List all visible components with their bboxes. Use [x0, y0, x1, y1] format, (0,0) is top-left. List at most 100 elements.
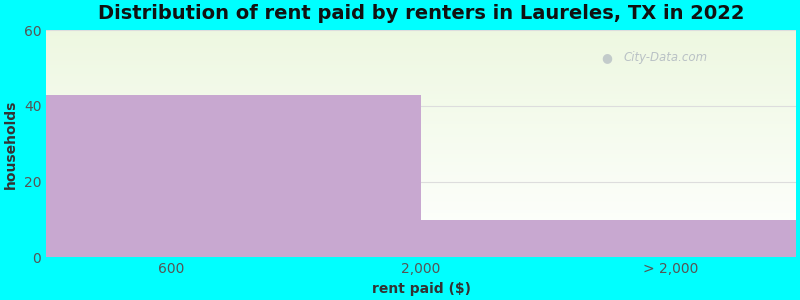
- Bar: [46, 90, 796, 91]
- Bar: [46, 183, 796, 184]
- Bar: [46, 67, 796, 68]
- Bar: [46, 130, 796, 131]
- Bar: [46, 225, 796, 226]
- Bar: [46, 217, 796, 218]
- Bar: [46, 161, 796, 162]
- Bar: [46, 143, 796, 144]
- Bar: [46, 51, 796, 52]
- Bar: [46, 229, 796, 230]
- Bar: [46, 206, 796, 207]
- Bar: [46, 49, 796, 50]
- Bar: [46, 173, 796, 174]
- Bar: [46, 150, 796, 151]
- Bar: [46, 105, 796, 106]
- Bar: [46, 147, 796, 148]
- Bar: [46, 166, 796, 167]
- Bar: [46, 187, 796, 188]
- Bar: [46, 246, 796, 247]
- Bar: [46, 169, 796, 170]
- Bar: [46, 194, 796, 195]
- Bar: [46, 254, 796, 255]
- Bar: [46, 81, 796, 82]
- Bar: [46, 64, 796, 65]
- Bar: [46, 188, 796, 189]
- Bar: [46, 179, 796, 180]
- Bar: [46, 101, 796, 102]
- Bar: [46, 163, 796, 164]
- Bar: [46, 114, 796, 115]
- Bar: [46, 222, 796, 223]
- Bar: [421, 220, 796, 257]
- Bar: [46, 91, 796, 92]
- Bar: [46, 48, 796, 49]
- Bar: [46, 53, 796, 54]
- Bar: [46, 94, 796, 95]
- Bar: [46, 248, 796, 249]
- Bar: [46, 228, 796, 229]
- Bar: [46, 167, 796, 168]
- Bar: [46, 207, 796, 208]
- Bar: [46, 68, 796, 69]
- Bar: [46, 180, 796, 181]
- Bar: [46, 234, 796, 235]
- Bar: [46, 214, 796, 215]
- Bar: [46, 191, 796, 192]
- Bar: [46, 236, 796, 237]
- Bar: [46, 202, 796, 203]
- Bar: [46, 135, 796, 136]
- Bar: [46, 215, 796, 216]
- Bar: [46, 208, 796, 209]
- Bar: [46, 132, 796, 133]
- Bar: [46, 118, 796, 119]
- Text: City-Data.com: City-Data.com: [623, 51, 707, 64]
- Bar: [46, 35, 796, 36]
- Bar: [46, 54, 796, 55]
- Bar: [46, 200, 796, 201]
- Bar: [46, 250, 796, 251]
- Bar: [46, 182, 796, 183]
- Bar: [46, 213, 796, 214]
- Bar: [46, 165, 796, 166]
- Bar: [46, 197, 796, 198]
- Bar: [46, 223, 796, 224]
- Bar: [46, 178, 796, 179]
- Bar: [46, 116, 796, 117]
- Bar: [46, 83, 796, 84]
- Bar: [46, 45, 796, 46]
- Bar: [46, 78, 796, 79]
- Bar: [46, 205, 796, 206]
- Bar: [46, 184, 796, 185]
- Bar: [46, 72, 796, 73]
- Bar: [46, 33, 796, 34]
- Bar: [46, 52, 796, 53]
- Bar: [46, 233, 796, 234]
- Bar: [46, 36, 796, 37]
- Bar: [46, 121, 796, 122]
- Bar: [46, 120, 796, 121]
- Bar: [46, 190, 796, 191]
- Bar: [46, 126, 796, 127]
- Bar: [46, 60, 796, 61]
- Bar: [46, 70, 796, 71]
- Bar: [46, 69, 796, 70]
- Bar: [46, 162, 796, 163]
- Bar: [46, 145, 796, 146]
- Bar: [46, 202, 796, 203]
- Bar: [46, 63, 796, 64]
- Bar: [46, 170, 796, 171]
- Bar: [46, 148, 796, 149]
- Title: Distribution of rent paid by renters in Laureles, TX in 2022: Distribution of rent paid by renters in …: [98, 4, 744, 23]
- Bar: [46, 243, 796, 244]
- Bar: [46, 115, 796, 116]
- Bar: [46, 88, 796, 89]
- Bar: [46, 181, 796, 182]
- Bar: [46, 92, 796, 93]
- Bar: [46, 59, 796, 60]
- Bar: [46, 129, 796, 130]
- Bar: [46, 106, 796, 107]
- Bar: [46, 185, 796, 186]
- Bar: [46, 56, 796, 57]
- Bar: [46, 37, 796, 38]
- Bar: [46, 218, 796, 219]
- Bar: [46, 75, 796, 76]
